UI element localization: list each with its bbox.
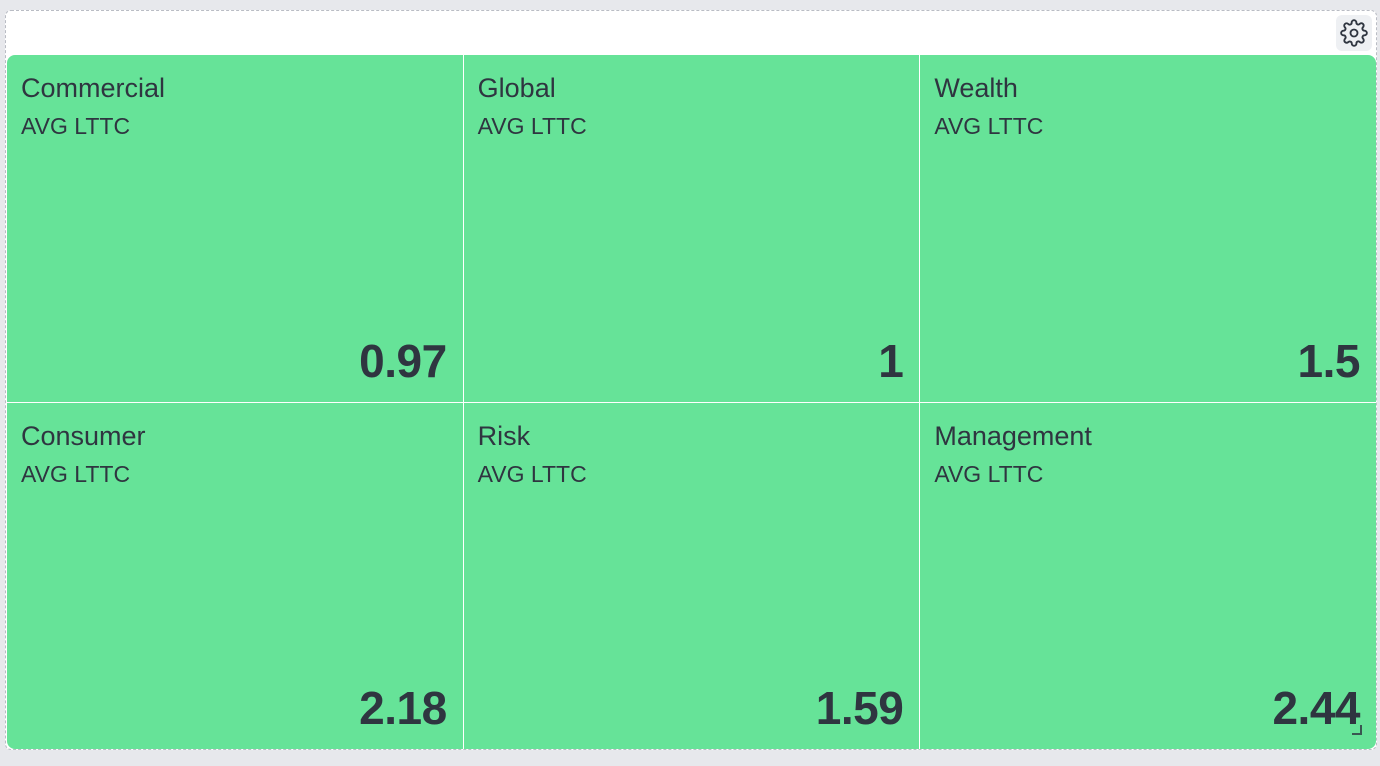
tile-subtitle: AVG LTTC xyxy=(477,113,587,139)
kpi-tile-commercial[interactable]: Commercial AVG LTTC 0.97 xyxy=(7,55,463,402)
gear-icon xyxy=(1340,19,1368,47)
tile-title: Consumer xyxy=(21,420,146,451)
tile-title: Wealth xyxy=(934,73,1018,103)
kpi-tile-consumer[interactable]: Consumer AVG LTTC 2.18 xyxy=(7,402,463,749)
tile-value: 1.59 xyxy=(815,682,904,734)
tile-value: 2.18 xyxy=(359,682,447,734)
kpi-tile-grid: Commercial AVG LTTC 0.97 Global AVG LTTC… xyxy=(7,55,1376,749)
tile-title: Commercial xyxy=(21,73,166,103)
tile-value: 2.44 xyxy=(1272,682,1360,734)
tile-value: 1.5 xyxy=(1297,334,1361,387)
kpi-tile-wealth[interactable]: Wealth AVG LTTC 1.5 xyxy=(920,55,1376,402)
tile-subtitle: AVG LTTC xyxy=(21,113,131,139)
kpi-tile-risk[interactable]: Risk AVG LTTC 1.59 xyxy=(463,402,920,749)
tile-value: 0.97 xyxy=(359,334,447,387)
tile-subtitle: AVG LTTC xyxy=(477,460,587,487)
kpi-tile-global[interactable]: Global AVG LTTC 1 xyxy=(463,55,920,402)
tile-subtitle: AVG LTTC xyxy=(934,113,1044,139)
tile-subtitle: AVG LTTC xyxy=(934,460,1044,487)
tile-title: Management xyxy=(934,420,1092,451)
settings-button[interactable] xyxy=(1336,15,1372,51)
kpi-tile-management[interactable]: Management AVG LTTC 2.44 xyxy=(920,402,1376,749)
resize-handle[interactable] xyxy=(1351,725,1362,735)
tile-subtitle: AVG LTTC xyxy=(21,460,131,487)
dashboard-panel: Commercial AVG LTTC 0.97 Global AVG LTTC… xyxy=(5,10,1377,750)
tile-title: Global xyxy=(477,73,556,103)
tile-value: 1 xyxy=(878,334,904,387)
tile-title: Risk xyxy=(477,420,531,451)
